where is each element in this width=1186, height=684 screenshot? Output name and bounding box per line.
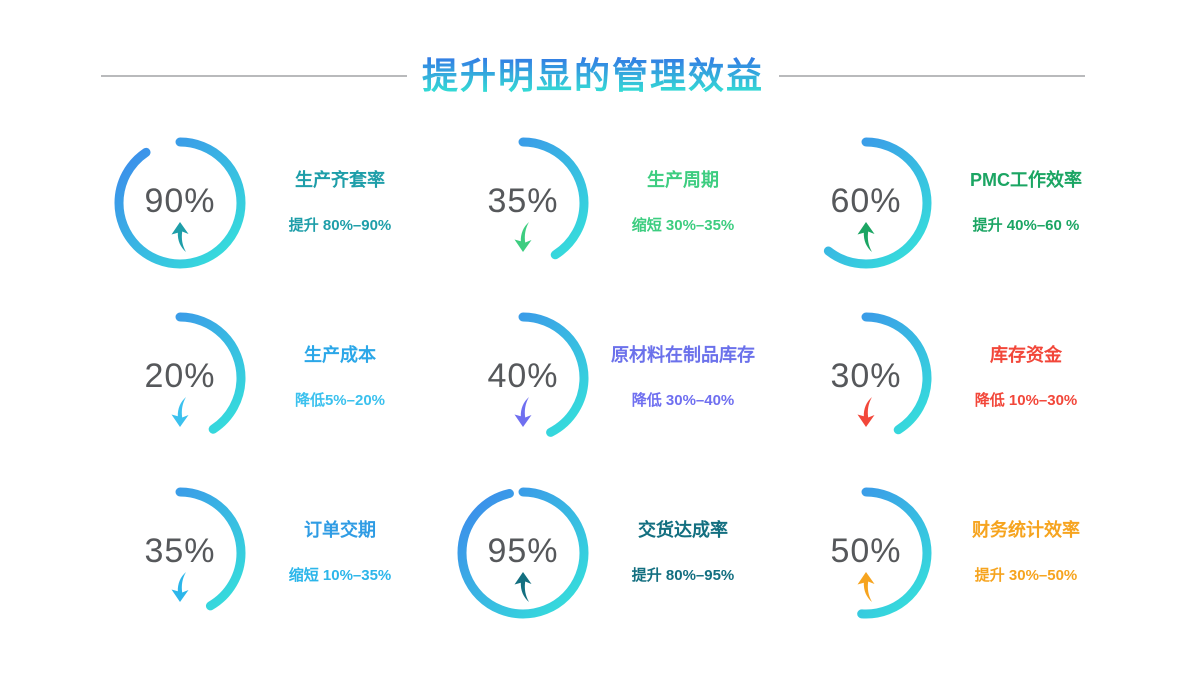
stat-card: 50% 财务统计效率 提升 30%–50% [786,465,1106,640]
stat-card: 90% 生产齐套率 提升 80%–90% [100,115,420,290]
metric-description: 降低5%–20% [294,392,386,410]
stat-card: 40% 原材料在制品库存 降低 30%–40% [443,290,763,465]
percent-value: 20% [144,356,216,395]
trend-down-arrow-icon [514,396,532,427]
metric-description: 提升 80%–95% [631,567,735,585]
percent-value: 30% [830,356,902,395]
metric-description: 缩短 30%–35% [631,217,735,235]
gauge: 35% [100,465,260,640]
metric-label: 库存资金 [990,344,1062,365]
gauge: 35% [443,115,603,290]
metric-description: 提升 40%–60 % [972,217,1080,235]
stat-card: 20% 生产成本 降低5%–20% [100,290,420,465]
progress-ring [114,312,246,443]
trend-up-arrow-icon [514,571,532,602]
trend-down-arrow-icon [514,221,532,252]
metric-description: 降低 30%–40% [631,392,735,410]
stat-grid: 90% 生产齐套率 提升 80%–90% 35% 生产周期 缩短 30%–35% [100,115,1106,640]
progress-ring [457,137,589,268]
stat-text: 生产齐套率 提升 80%–90% [260,170,420,236]
metric-description: 降低 10%–30% [974,392,1078,410]
percent-value: 35% [144,531,216,570]
gauge: 60% [786,115,946,290]
progress-ring [114,487,246,618]
percent-value: 50% [830,531,902,570]
gauge: 95% [443,465,603,640]
trend-up-arrow-icon [171,221,189,252]
gauge: 20% [100,290,260,465]
gauge: 30% [786,290,946,465]
metric-description: 提升 80%–90% [288,217,392,235]
metric-description: 提升 30%–50% [974,567,1078,585]
gauge: 90% [100,115,260,290]
stat-text: PMC工作效率 提升 40%–60 % [946,170,1106,236]
progress-ring [800,137,932,268]
gauge: 50% [786,465,946,640]
stat-card: 35% 订单交期 缩短 10%–35% [100,465,420,640]
stat-text: 生产成本 降低5%–20% [260,345,420,411]
page-header: 提升明显的管理效益 [0,50,1186,102]
progress-ring [114,137,246,268]
trend-up-arrow-icon [857,221,875,252]
progress-ring [457,312,589,443]
gauge: 40% [443,290,603,465]
stat-text: 财务统计效率 提升 30%–50% [946,520,1106,586]
progress-ring [800,312,932,443]
trend-up-arrow-icon [857,571,875,602]
page-title: 提升明显的管理效益 [421,55,764,97]
stat-text: 生产周期 缩短 30%–35% [603,170,763,236]
percent-value: 95% [487,531,559,570]
stat-card: 60% PMC工作效率 提升 40%–60 % [786,115,1106,290]
trend-down-arrow-icon [171,571,189,602]
percent-value: 35% [487,181,559,220]
stat-card: 95% 交货达成率 提升 80%–95% [443,465,763,640]
metric-description: 缩短 10%–35% [288,567,392,585]
percent-value: 40% [487,356,559,395]
title-divider-right [779,75,1085,77]
metric-label: 生产成本 [304,344,376,365]
stat-card: 35% 生产周期 缩短 30%–35% [443,115,763,290]
trend-down-arrow-icon [171,396,189,427]
metric-label: PMC工作效率 [970,169,1082,190]
stat-text: 订单交期 缩短 10%–35% [260,520,420,586]
stat-text: 原材料在制品库存 降低 30%–40% [603,345,763,411]
metric-label: 交货达成率 [638,519,728,540]
metric-label: 财务统计效率 [972,519,1080,540]
stat-text: 交货达成率 提升 80%–95% [603,520,763,586]
stat-text: 库存资金 降低 10%–30% [946,345,1106,411]
percent-value: 60% [830,181,902,220]
trend-down-arrow-icon [857,396,875,427]
metric-label: 生产周期 [647,169,719,190]
title-divider-left [100,75,407,77]
percent-value: 90% [144,181,216,220]
metric-label: 原材料在制品库存 [611,344,755,365]
metric-label: 订单交期 [304,519,376,540]
progress-ring [800,487,932,618]
progress-ring [457,487,589,618]
metric-label: 生产齐套率 [295,169,385,190]
stat-card: 30% 库存资金 降低 10%–30% [786,290,1106,465]
